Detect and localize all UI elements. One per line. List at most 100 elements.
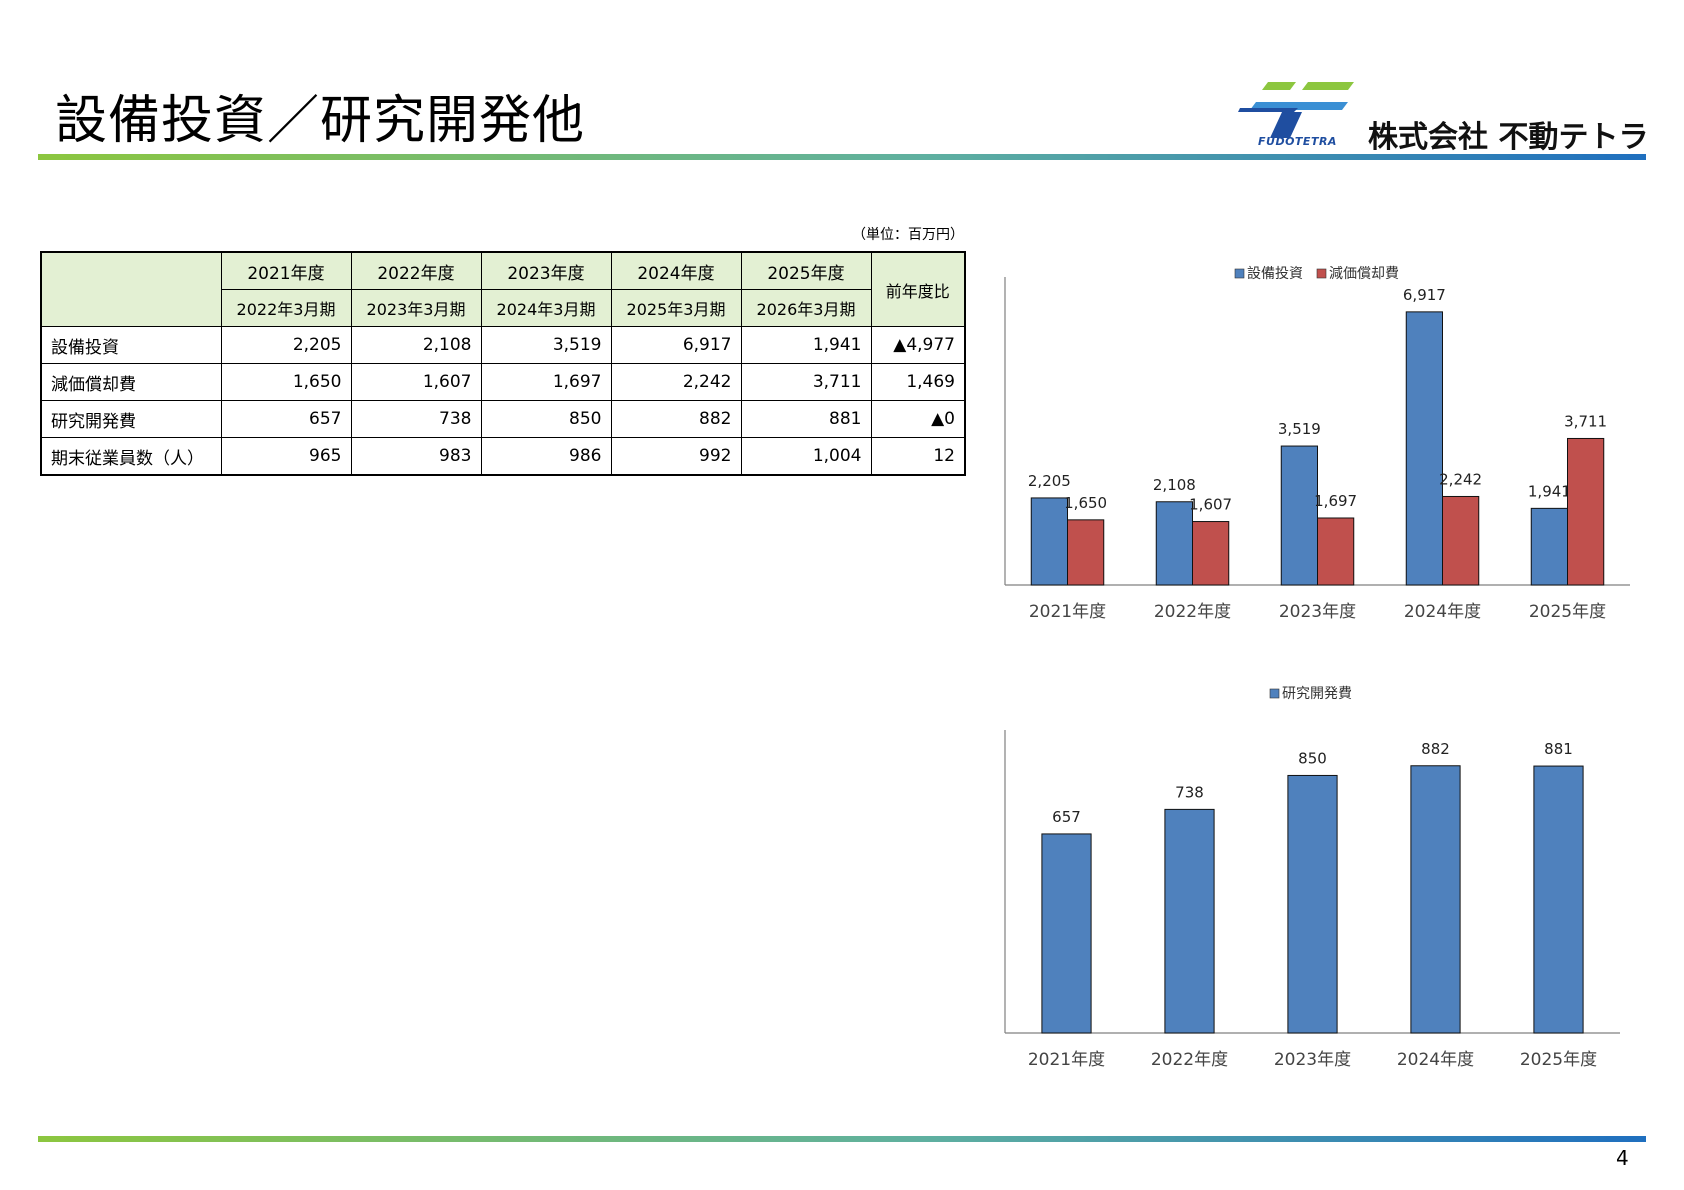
bar <box>1067 519 1105 586</box>
data-label: 1,941 <box>1528 482 1571 500</box>
table-cell: 3,711 <box>740 363 872 401</box>
footer-divider <box>38 1136 1646 1142</box>
table-cell: 965 <box>220 437 352 476</box>
page-title: 設備投資／研究開発他 <box>55 91 586 151</box>
yoy-header: 前年度比 <box>870 251 966 327</box>
data-label: 1,650 <box>1064 494 1107 512</box>
bar <box>1405 311 1443 586</box>
table-cell: 1,697 <box>480 363 612 401</box>
x-tick-label: 2021年度 <box>1028 1050 1105 1070</box>
year-header: 2025年度 <box>740 251 872 290</box>
year-header: 2024年度 <box>610 251 742 290</box>
table-cell: 983 <box>350 437 482 476</box>
bar <box>1410 765 1461 1034</box>
data-label: 738 <box>1175 783 1204 801</box>
period-header: 2024年3月期 <box>480 289 612 327</box>
bar <box>1155 501 1193 586</box>
data-label: 850 <box>1298 749 1327 767</box>
x-tick-label: 2023年度 <box>1279 602 1356 622</box>
table-cell: 986 <box>480 437 612 476</box>
year-header: 2021年度 <box>220 251 352 290</box>
table-row: 減価償却費 1,650 1,607 1,697 2,242 3,711 1,46… <box>40 363 966 401</box>
bar <box>1280 445 1318 586</box>
table-cell: 1,941 <box>740 326 872 364</box>
table-cell: 657 <box>220 400 352 438</box>
period-header: 2023年3月期 <box>350 289 482 327</box>
yoy-cell: ▲0 <box>870 400 966 438</box>
data-label: 3,519 <box>1278 420 1321 438</box>
legend-label: 設備投資 <box>1247 266 1303 282</box>
yoy-cell: ▲4,977 <box>870 326 966 364</box>
table-cell: 2,242 <box>610 363 742 401</box>
yoy-cell: 1,469 <box>870 363 966 401</box>
table-cell: 1,607 <box>350 363 482 401</box>
table-row: 設備投資 2,205 2,108 3,519 6,917 1,941 ▲4,97… <box>40 326 966 364</box>
legend-swatch <box>1269 688 1280 699</box>
row-label: 設備投資 <box>40 326 222 364</box>
x-tick-label: 2022年度 <box>1154 602 1231 622</box>
bar <box>1030 497 1068 586</box>
fudotetra-logo-mark <box>1238 82 1354 138</box>
legend-label: 研究開発費 <box>1282 686 1352 702</box>
table-cell: 6,917 <box>610 326 742 364</box>
capex-depreciation-chart: 設備投資 減価償却費 2,205 1,650 2021年度 2,108 1,607 2022年… <box>1004 265 1630 622</box>
period-header: 2025年3月期 <box>610 289 742 327</box>
unit-note: （単位：百万円） <box>852 227 964 243</box>
x-tick-label: 2024年度 <box>1397 1050 1474 1070</box>
data-label: 1,697 <box>1314 492 1357 510</box>
table-cell: 738 <box>350 400 482 438</box>
x-tick-label: 2025年度 <box>1529 602 1606 622</box>
data-label: 882 <box>1421 740 1450 758</box>
table-row: 研究開発費 657 738 850 882 881 ▲0 <box>40 400 966 438</box>
data-label: 2,242 <box>1439 470 1482 488</box>
table-cell: 3,519 <box>480 326 612 364</box>
table-row: 期末従業員数（人） 965 983 986 992 1,004 12 <box>40 437 966 476</box>
data-label: 2,108 <box>1153 476 1196 494</box>
row-label: 期末従業員数（人） <box>40 437 222 476</box>
table-cell: 992 <box>610 437 742 476</box>
table-cell: 1,004 <box>740 437 872 476</box>
logo-brand-latin: FUDOTETRA <box>1258 135 1337 148</box>
bar <box>1317 517 1355 586</box>
page-number: 4 <box>1616 1146 1629 1170</box>
table-cell: 1,650 <box>220 363 352 401</box>
data-label: 6,917 <box>1403 286 1446 304</box>
data-label: 1,607 <box>1189 496 1232 514</box>
rnd-expense-chart: 研究開発費 657 2021年度 738 2022年度 850 2023年度 882 2024年… <box>1004 686 1620 1070</box>
company-name: 株式会社 不動テトラ <box>1368 120 1649 155</box>
bar <box>1442 495 1480 586</box>
bar <box>1192 521 1230 586</box>
bar <box>1041 833 1092 1034</box>
data-label: 657 <box>1052 808 1081 826</box>
table-cell: 882 <box>610 400 742 438</box>
period-header: 2022年3月期 <box>220 289 352 327</box>
year-header: 2023年度 <box>480 251 612 290</box>
x-tick-label: 2025年度 <box>1520 1050 1597 1070</box>
data-label: 2,205 <box>1028 472 1071 490</box>
x-tick-label: 2022年度 <box>1151 1050 1228 1070</box>
bar <box>1530 507 1568 586</box>
legend-swatch <box>1316 268 1327 279</box>
x-tick-label: 2021年度 <box>1029 602 1106 622</box>
bar <box>1567 437 1605 586</box>
period-header: 2026年3月期 <box>740 289 872 327</box>
table-cell: 2,205 <box>220 326 352 364</box>
bar <box>1287 774 1338 1034</box>
x-tick-label: 2023年度 <box>1274 1050 1351 1070</box>
header-divider <box>38 154 1646 160</box>
table-cell: 2,108 <box>350 326 482 364</box>
yoy-cell: 12 <box>870 437 966 476</box>
row-label: 研究開発費 <box>40 400 222 438</box>
year-header: 2022年度 <box>350 251 482 290</box>
data-label: 3,711 <box>1564 412 1607 430</box>
financial-table: 2021年度 2022年度 2023年度 2024年度 2025年度 前年度比 … <box>40 251 966 476</box>
bar <box>1164 808 1215 1034</box>
legend-swatch <box>1234 268 1245 279</box>
table-corner-cell <box>40 251 222 327</box>
bar <box>1533 765 1584 1034</box>
table-cell: 881 <box>740 400 872 438</box>
legend-label: 減価償却費 <box>1329 265 1399 282</box>
data-label: 881 <box>1544 740 1573 758</box>
row-label: 減価償却費 <box>40 363 222 401</box>
table-cell: 850 <box>480 400 612 438</box>
